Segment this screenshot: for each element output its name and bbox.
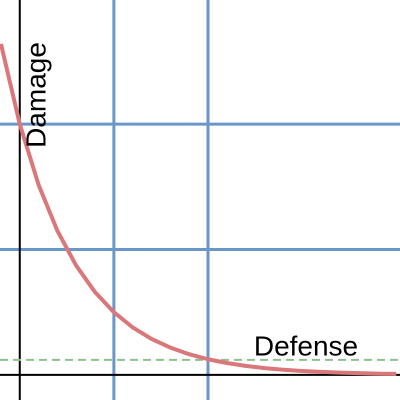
y-axis-label: Damage: [20, 42, 51, 148]
line-series: [0, 43, 397, 376]
plot: [0, 43, 400, 376]
x-axis-label: Defense: [254, 330, 358, 361]
